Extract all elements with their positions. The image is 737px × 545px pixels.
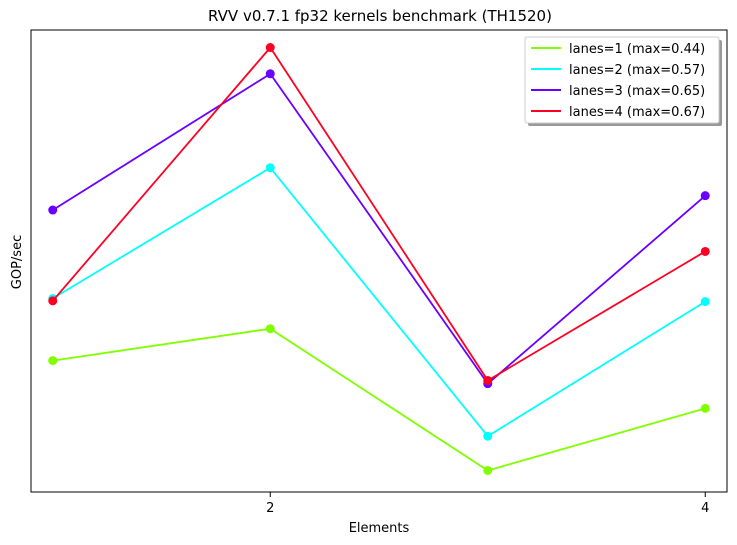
data-point bbox=[483, 431, 493, 441]
series-line-3 bbox=[52, 72, 706, 386]
plot-area bbox=[30, 29, 728, 493]
legend-label: lanes=4 (max=0.67) bbox=[569, 105, 705, 120]
series-line-1 bbox=[52, 327, 706, 472]
data-point bbox=[700, 246, 710, 256]
series-line-2 bbox=[52, 166, 706, 438]
series-lines bbox=[48, 43, 710, 475]
legend: lanes=1 (max=0.44) lanes=2 (max=0.57) lane… bbox=[524, 36, 722, 126]
series-line-4 bbox=[52, 46, 706, 382]
legend-label: lanes=3 (max=0.65) bbox=[569, 84, 705, 99]
data-point bbox=[265, 43, 275, 53]
data-point bbox=[265, 69, 275, 79]
legend-label: lanes=1 (max=0.44) bbox=[569, 42, 705, 57]
legend-label: lanes=2 (max=0.57) bbox=[569, 63, 705, 78]
data-point bbox=[483, 375, 493, 385]
data-point bbox=[48, 296, 58, 306]
data-point bbox=[265, 163, 275, 173]
data-point bbox=[700, 403, 710, 413]
data-point bbox=[265, 324, 275, 334]
y-axis-label: GOP/sec bbox=[10, 235, 25, 289]
data-point bbox=[700, 191, 710, 201]
data-point bbox=[48, 205, 58, 215]
data-point bbox=[483, 465, 493, 475]
x-tick-label: 2 bbox=[266, 501, 274, 516]
legend-box bbox=[524, 36, 720, 124]
chart-title: RVV v0.7.1 fp32 kernels benchmark (TH152… bbox=[208, 7, 552, 25]
data-point bbox=[48, 356, 58, 366]
plot-frame bbox=[30, 29, 728, 493]
x-tick-label: 4 bbox=[701, 501, 709, 516]
data-point bbox=[700, 297, 710, 307]
x-axis-label: Elements bbox=[349, 521, 410, 536]
